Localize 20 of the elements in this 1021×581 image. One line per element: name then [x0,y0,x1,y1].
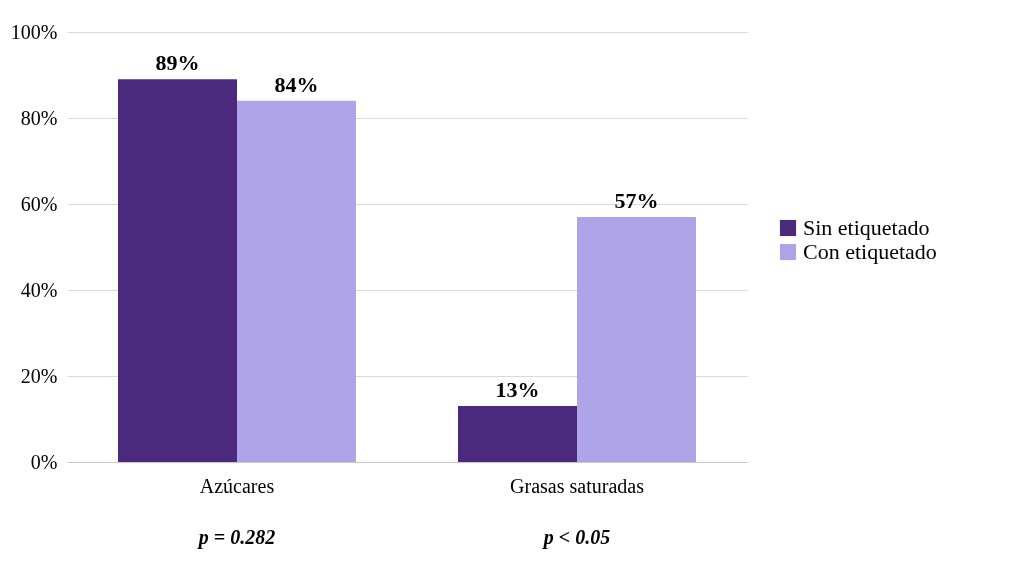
data-label: 84% [274,71,319,97]
y-tick-label: 60% [20,192,58,215]
data-label: 89% [155,50,200,76]
legend-label: Con etiquetado [803,239,937,264]
y-tick-label: 100% [10,20,58,43]
text: p = 0.282 [196,526,276,549]
x-tick-label: Grasas saturadas [510,474,645,497]
bar [237,100,356,462]
y-tick-label: 0% [30,450,58,473]
y-tick-label: 40% [20,278,58,301]
y-tick-label: 20% [20,364,58,387]
data-label: 57% [614,187,659,213]
bar [577,216,696,462]
text: p < 0.05 [541,526,611,549]
bar [118,79,237,462]
x-tick-label: Azúcares [199,474,275,497]
legend-label: Sin etiquetado [803,215,930,240]
bar [458,406,577,462]
y-tick-label: 80% [20,106,58,129]
data-label: 13% [495,377,540,403]
